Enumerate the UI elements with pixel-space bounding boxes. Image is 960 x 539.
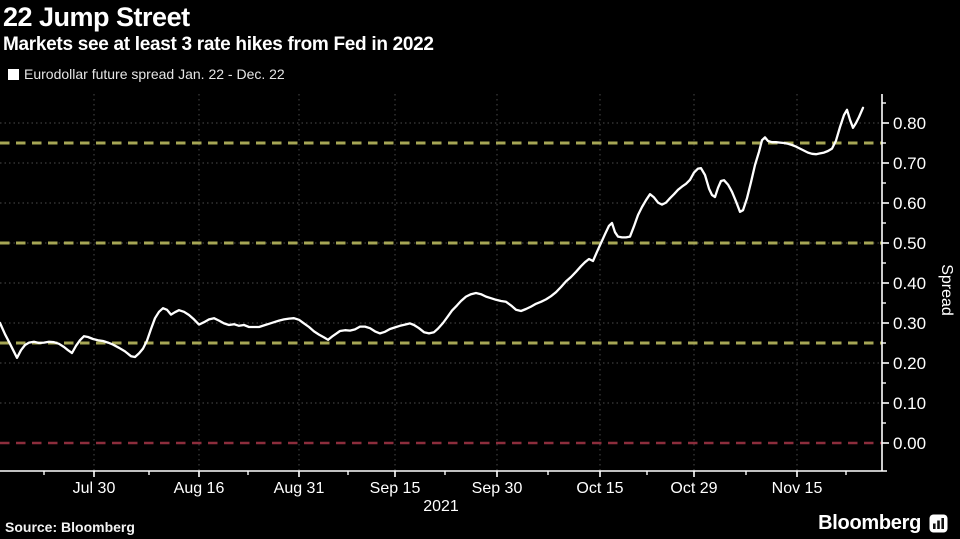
y-tick-label: 0.40 <box>893 274 926 293</box>
y-axis-title: Spread <box>938 264 955 316</box>
legend: Eurodollar future spread Jan. 22 - Dec. … <box>8 66 285 82</box>
bloomberg-wordmark: Bloomberg <box>818 512 921 534</box>
y-tick-label: 0.00 <box>893 434 926 453</box>
x-tick-label: Aug 31 <box>274 480 325 497</box>
x-tick-label: Nov 15 <box>772 480 823 497</box>
chart-subtitle: Markets see at least 3 rate hikes from F… <box>3 34 434 55</box>
y-tick-label: 0.60 <box>893 194 926 213</box>
line-chart: 0.00 0.10 0.20 0.30 0.40 0.50 0.60 0.70 0.80 Jul … <box>0 94 955 514</box>
x-tick-label: Jul 30 <box>73 480 116 497</box>
legend-label: Eurodollar future spread Jan. 22 - Dec. … <box>24 66 285 82</box>
x-axis-year-label: 2021 <box>423 498 459 514</box>
x-tick-label: Oct 29 <box>670 480 717 497</box>
legend-square-icon <box>8 68 19 80</box>
x-tick-label: Oct 15 <box>576 480 623 497</box>
bar-chart-icon <box>929 514 948 533</box>
y-tick-label: 0.80 <box>893 114 926 133</box>
y-tick-label: 0.30 <box>893 314 926 333</box>
chart-title: 22 Jump Street <box>3 2 190 32</box>
bloomberg-logo: Bloomberg <box>818 512 948 535</box>
y-tick-label: 0.10 <box>893 394 926 413</box>
x-tick-label: Sep 15 <box>370 480 421 497</box>
y-tick-label: 0.50 <box>893 234 926 253</box>
y-tick-label: 0.70 <box>893 154 926 173</box>
y-tick-label: 0.20 <box>893 354 926 373</box>
source-note: Source: Bloomberg <box>5 519 135 535</box>
x-tick-label: Aug 16 <box>174 480 225 497</box>
series-line <box>0 106 865 359</box>
x-tick-label: Sep 30 <box>472 480 523 497</box>
